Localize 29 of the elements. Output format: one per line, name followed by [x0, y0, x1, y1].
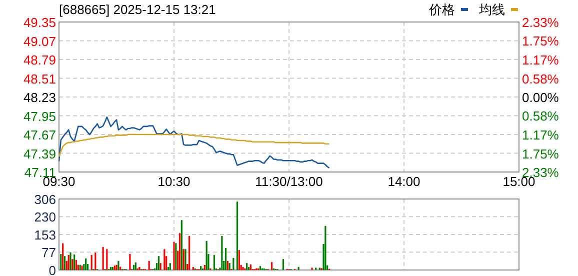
y2-tick-label: 2.33%: [522, 15, 560, 30]
x-tick-label: 10:30: [158, 174, 190, 189]
y-tick-label: 48.79: [23, 52, 56, 68]
chart-title: [688665] 2025-12-15 13:21: [59, 2, 216, 17]
y2-tick-label: 0.58%: [522, 108, 560, 124]
y2-tick-label: 1.75%: [522, 146, 560, 162]
y-tick-label: 47.39: [23, 146, 56, 162]
y-tick-label: 306: [34, 192, 56, 207]
legend-label: 均线: [478, 2, 505, 17]
y-tick-label: 49.07: [23, 34, 56, 49]
legend-label: 价格: [428, 2, 455, 17]
y2-tick-label: 1.17%: [522, 52, 560, 68]
y-tick-label: 0: [48, 263, 56, 276]
y2-tick-label: 1.75%: [522, 34, 560, 49]
y-tick-label: 47.67: [23, 128, 56, 142]
y-tick-label: 49.35: [23, 15, 56, 30]
x-tick-label: 14:00: [388, 174, 420, 189]
y2-tick-label: 0.00%: [522, 90, 560, 105]
y-tick-label: 230: [34, 210, 56, 225]
y-tick-label: 48.23: [23, 90, 56, 105]
y-tick-label: 48.51: [23, 71, 56, 86]
y2-tick-label: 1.17%: [522, 128, 560, 143]
y-tick-label: 47.95: [23, 108, 56, 124]
line-series: [58, 116, 330, 169]
line-series: [58, 134, 330, 158]
y-tick-label: 77: [42, 245, 56, 260]
x-tick-label: 11:30/13:00: [255, 174, 323, 189]
y-tick-label: 153: [34, 228, 56, 242]
y2-tick-label: 0.58%: [522, 71, 560, 86]
